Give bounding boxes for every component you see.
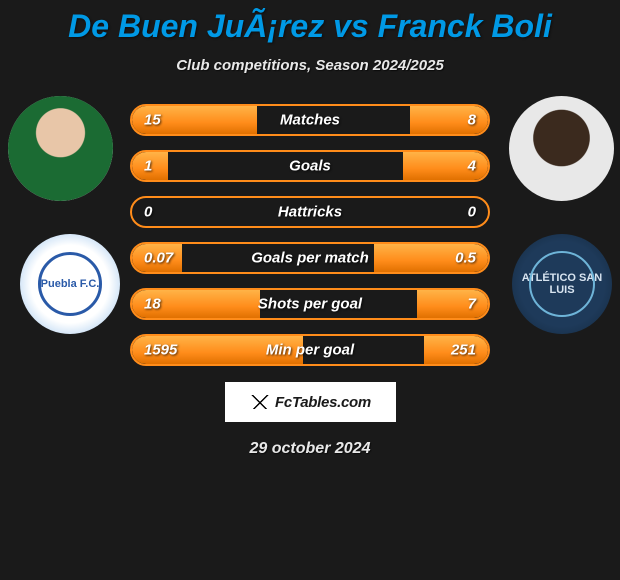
stat-label: Shots per goal [258,296,362,313]
stat-value-right: 4 [468,158,476,175]
stat-value-left: 1595 [144,342,177,359]
stat-value-right: 0.5 [455,250,476,267]
club-right-logo: ATLÉTICO SAN LUIS [512,234,612,334]
stat-label: Goals per match [251,250,369,267]
stat-bar: 1595 251 Min per goal [130,334,490,366]
stat-value-right: 8 [468,112,476,129]
player-left-avatar [8,96,113,201]
stat-bar: 18 7 Shots per goal [130,288,490,320]
stat-value-right: 251 [451,342,476,359]
stat-bar: 0.07 0.5 Goals per match [130,242,490,274]
chart-icon [249,395,271,409]
stat-label: Matches [280,112,340,129]
player-right-avatar [509,96,614,201]
stat-label: Min per goal [266,342,354,359]
stat-bar: 0 0 Hattricks [130,196,490,228]
branding-text: FcTables.com [275,394,371,411]
stat-bar: 1 4 Goals [130,150,490,182]
stat-value-left: 1 [144,158,152,175]
club-left-logo: Puebla F.C. [20,234,120,334]
stat-bars: 15 8 Matches 1 4 Goals 0 0 Hattricks 0.07 0.5 Goals… [130,104,490,366]
stat-value-left: 15 [144,112,161,129]
stat-label: Hattricks [278,204,342,221]
comparison-arena: Puebla F.C. ATLÉTICO SAN LUIS 15 8 Matches… [0,104,620,366]
snapshot-date: 29 october 2024 [0,440,620,458]
stat-label: Goals [289,158,331,175]
page-subtitle: Club competitions, Season 2024/2025 [0,57,620,74]
stat-value-left: 18 [144,296,161,313]
page-title: De Buen JuÃ¡rez vs Franck Boli [0,0,620,45]
branding-badge[interactable]: FcTables.com [223,380,398,424]
stat-value-right: 0 [468,204,476,221]
stat-bar: 15 8 Matches [130,104,490,136]
stat-value-left: 0 [144,204,152,221]
stat-value-left: 0.07 [144,250,173,267]
stat-fill-right [410,106,488,134]
stat-fill-right [417,290,488,318]
stat-value-right: 7 [468,296,476,313]
